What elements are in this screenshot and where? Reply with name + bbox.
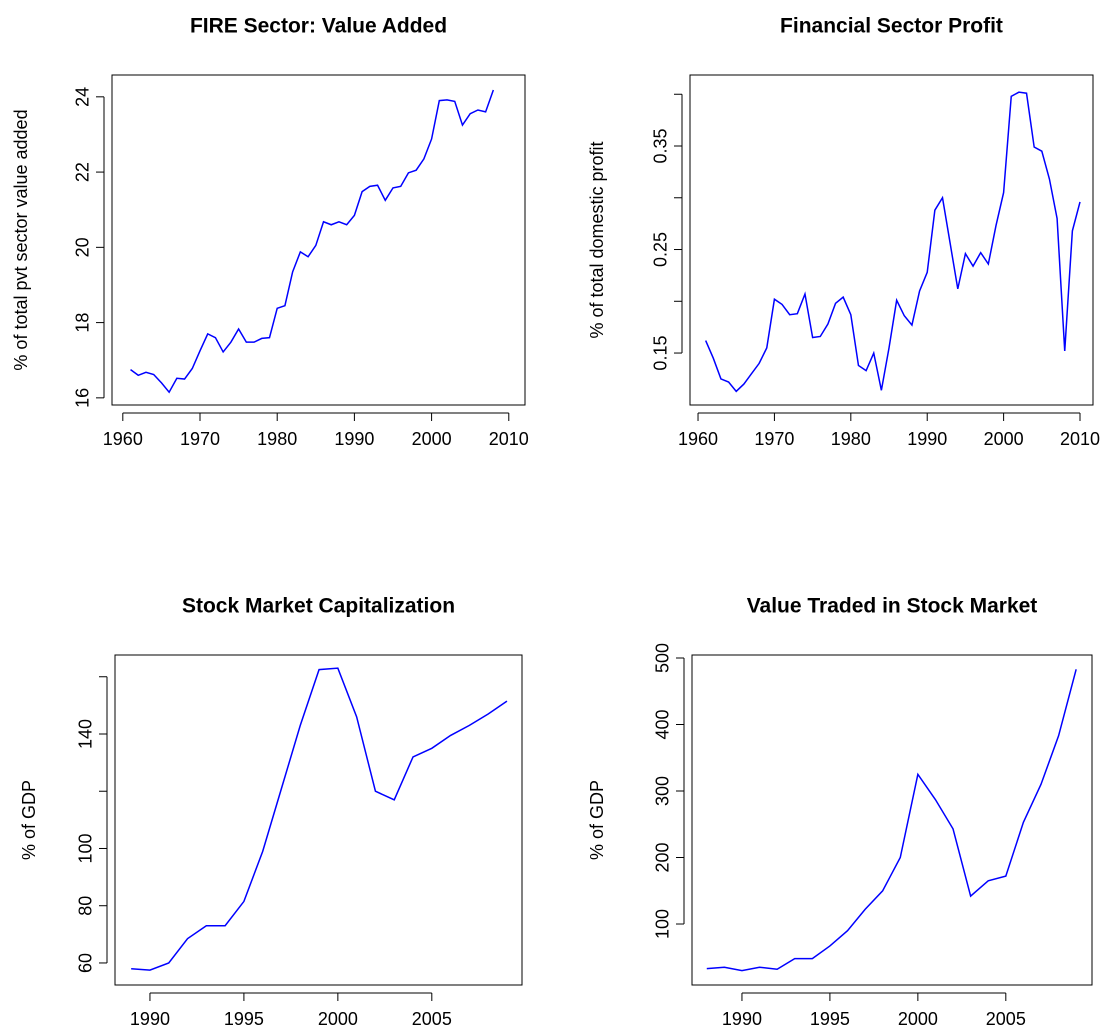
data-line xyxy=(704,91,1081,393)
y-tick-label: 0.15 xyxy=(651,336,671,371)
plot-frame xyxy=(114,654,523,986)
x-tick-label: 2000 xyxy=(898,1009,938,1029)
y-tick-label: 18 xyxy=(73,313,93,333)
y-tick-label: 24 xyxy=(73,87,93,107)
plot-frame xyxy=(691,654,1093,986)
x-tick-label: 1960 xyxy=(678,429,718,449)
x-tick-label: 1970 xyxy=(180,429,220,449)
chart-title: Value Traded in Stock Market xyxy=(747,595,1038,618)
y-tick-label: 140 xyxy=(76,719,96,749)
y-axis-label: % of GDP xyxy=(19,780,39,860)
x-tick-label: 2000 xyxy=(412,429,452,449)
x-tick-label: 1980 xyxy=(257,429,297,449)
y-axis-label: % of total pvt sector value added xyxy=(11,109,31,370)
y-axis-label: % of total domestic profit xyxy=(587,141,607,338)
y-tick-label: 22 xyxy=(73,162,93,182)
x-tick-label: 1995 xyxy=(224,1009,264,1029)
y-tick-label: 300 xyxy=(653,776,673,806)
x-tick-label: 1990 xyxy=(907,429,947,449)
x-tick-label: 1990 xyxy=(130,1009,170,1029)
y-tick-label: 60 xyxy=(76,953,96,973)
data-line xyxy=(706,669,1077,972)
x-tick-label: 2010 xyxy=(1060,429,1100,449)
y-tick-label: 80 xyxy=(76,896,96,916)
y-tick-label: 100 xyxy=(653,909,673,939)
data-line xyxy=(131,667,508,971)
y-tick-label: 20 xyxy=(73,237,93,257)
x-tick-label: 1980 xyxy=(831,429,871,449)
x-tick-label: 1970 xyxy=(754,429,794,449)
y-tick-label: 400 xyxy=(653,709,673,739)
chart-title: FIRE Sector: Value Added xyxy=(190,15,447,38)
data-line xyxy=(130,89,495,394)
y-tick-label: 200 xyxy=(653,842,673,872)
x-tick-label: 2005 xyxy=(986,1009,1026,1029)
chart-title: Financial Sector Profit xyxy=(780,15,1003,38)
x-tick-label: 1990 xyxy=(334,429,374,449)
x-tick-label: 2010 xyxy=(489,429,529,449)
x-tick-label: 1995 xyxy=(810,1009,850,1029)
y-tick-label: 0.35 xyxy=(651,128,671,163)
y-tick-label: 16 xyxy=(73,388,93,408)
y-tick-label: 0.25 xyxy=(651,232,671,267)
plot-frame xyxy=(111,74,526,406)
y-tick-label: 100 xyxy=(76,833,96,863)
x-tick-label: 1990 xyxy=(722,1009,762,1029)
plot-frame xyxy=(689,74,1094,406)
y-axis-label: % of GDP xyxy=(587,780,607,860)
x-tick-label: 1960 xyxy=(103,429,143,449)
y-tick-label: 500 xyxy=(653,643,673,673)
x-tick-label: 2005 xyxy=(412,1009,452,1029)
chart-title: Stock Market Capitalization xyxy=(182,595,455,618)
x-tick-label: 2000 xyxy=(318,1009,358,1029)
x-tick-label: 2000 xyxy=(984,429,1024,449)
